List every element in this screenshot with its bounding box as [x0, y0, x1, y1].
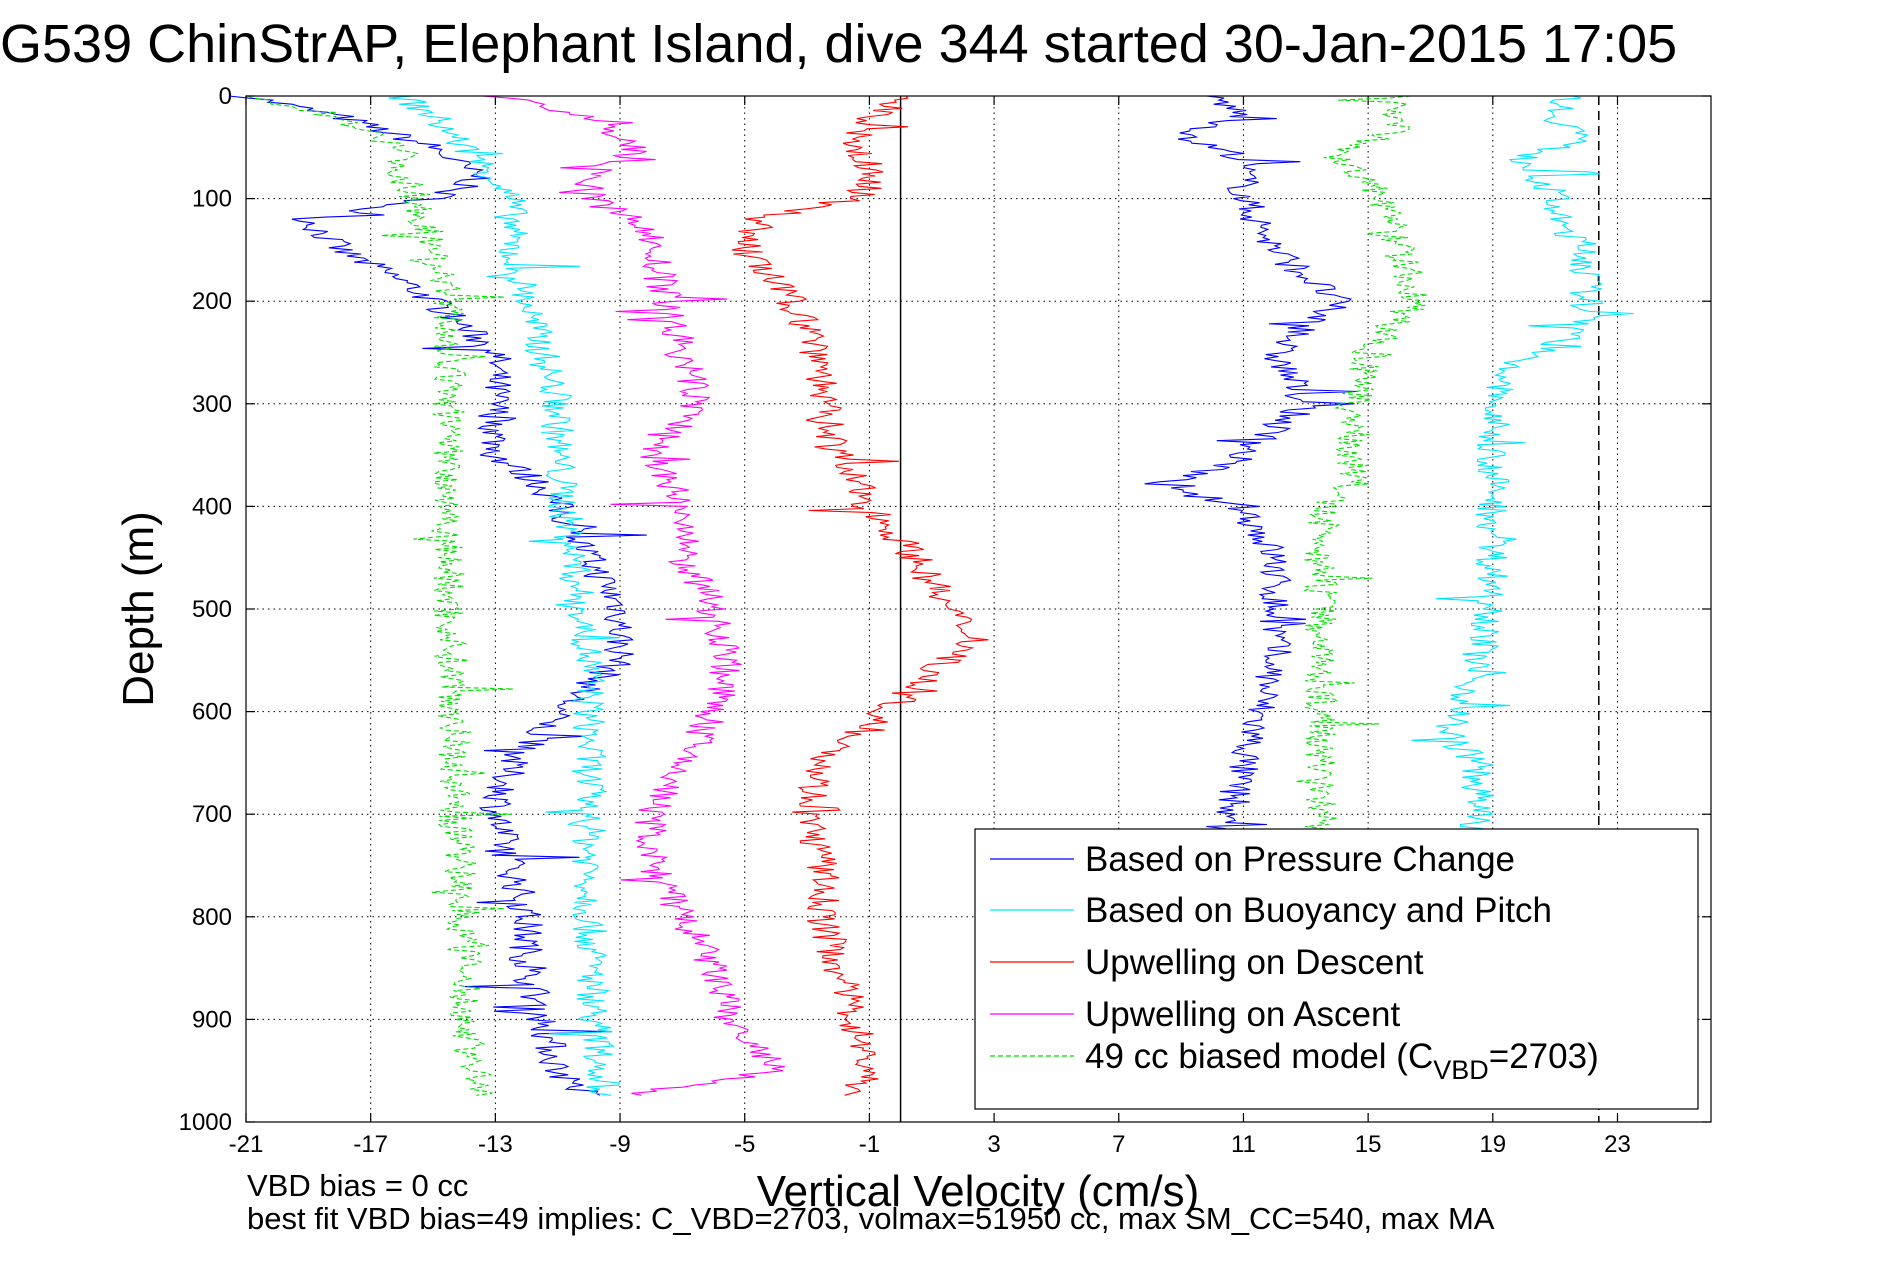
y-tick-label: 300 — [192, 391, 232, 418]
legend-label: Based on Pressure Change — [1085, 840, 1515, 879]
plot-frame — [245, 95, 1712, 1123]
y-tick-label: 200 — [192, 288, 232, 315]
series-line — [731, 95, 989, 1096]
legend: Based on Pressure Change Based on Buoyanc… — [974, 828, 1699, 1110]
series-line — [1411, 95, 1634, 830]
x-tick-label: -5 — [734, 1131, 755, 1158]
y-tick-label: 0 — [219, 83, 232, 110]
y-axis-ticks: 0 100 200 300 400 500 600 700 800 900 1000 — [179, 83, 1711, 1136]
series-line — [247, 95, 514, 1096]
x-tick-label: 19 — [1479, 1131, 1506, 1158]
y-tick-label: 700 — [192, 801, 232, 828]
x-tick-label: 3 — [987, 1131, 1000, 1158]
chart-title: G539 ChinStrAP, Elephant Island, dive 34… — [0, 14, 1677, 74]
series-line — [1144, 95, 1358, 836]
y-tick-label: 800 — [192, 904, 232, 931]
x-tick-label: -21 — [229, 1131, 264, 1158]
x-tick-label: -17 — [353, 1131, 388, 1158]
series-line — [388, 95, 621, 1096]
x-tick-label: 7 — [1112, 1131, 1125, 1158]
series-line — [228, 95, 647, 1096]
y-tick-label: 900 — [192, 1006, 232, 1033]
x-tick-label: -9 — [609, 1131, 630, 1158]
y-tick-label: 100 — [192, 186, 232, 213]
x-tick-label: -1 — [859, 1131, 880, 1158]
x-tick-label: -13 — [478, 1131, 513, 1158]
x-axis-label: Vertical Velocity (cm/s) — [757, 1167, 1200, 1216]
legend-label: Upwelling on Descent — [1085, 943, 1424, 982]
y-tick-label: 1000 — [179, 1109, 232, 1136]
best-fit-note: best fit VBD bias=49 implies: C_VBD=2703… — [247, 1201, 1495, 1236]
y-tick-label: 600 — [192, 699, 232, 726]
series-lines — [228, 95, 1634, 1096]
series-line — [482, 95, 785, 1096]
series-line — [1296, 95, 1428, 830]
legend-label: Based on Buoyancy and Pitch — [1085, 891, 1552, 930]
vbd-bias-note: VBD bias = 0 cc — [247, 1168, 469, 1203]
x-tick-label: 23 — [1604, 1131, 1631, 1158]
y-tick-label: 500 — [192, 596, 232, 623]
y-axis-label: Depth (m) — [114, 511, 163, 707]
legend-label: 49 cc biased model (CVBD=2703) — [1085, 1037, 1599, 1085]
y-tick-label: 400 — [192, 493, 232, 520]
legend-box — [974, 828, 1699, 1110]
x-tick-label: 11 — [1231, 1131, 1256, 1158]
legend-label: Upwelling on Ascent — [1085, 995, 1400, 1034]
x-tick-label: 15 — [1355, 1131, 1382, 1158]
